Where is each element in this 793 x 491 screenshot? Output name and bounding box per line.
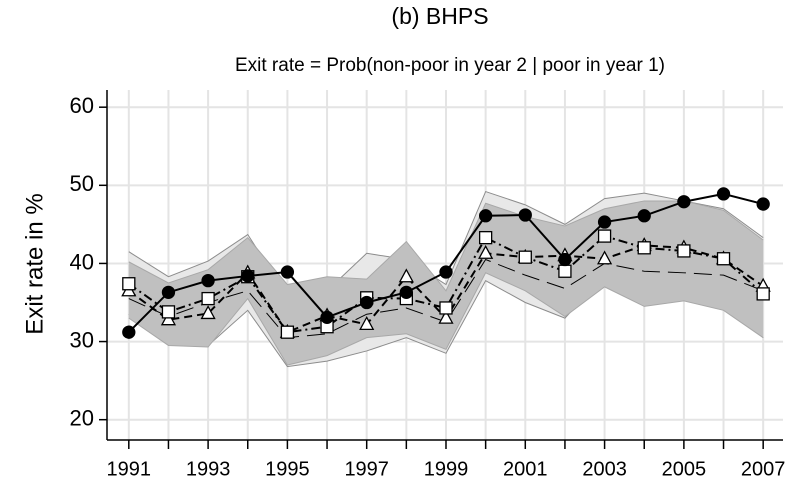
marker bbox=[201, 291, 215, 306]
marker bbox=[597, 215, 612, 229]
marker bbox=[478, 209, 493, 223]
chart-subtitle: Exit rate = Prob(non-poor in year 2 | po… bbox=[235, 55, 665, 76]
marker bbox=[439, 301, 453, 315]
x-tick-label: 2001 bbox=[503, 458, 548, 480]
marker bbox=[558, 252, 572, 267]
marker bbox=[677, 195, 691, 209]
marker bbox=[241, 269, 255, 283]
marker bbox=[637, 241, 651, 255]
series-line bbox=[128, 234, 764, 334]
x-tick-label: 2005 bbox=[662, 458, 707, 480]
marker bbox=[200, 305, 216, 320]
marker bbox=[161, 285, 176, 299]
marker bbox=[637, 209, 651, 223]
marker bbox=[398, 268, 414, 283]
x-tick-label: 2003 bbox=[582, 458, 627, 480]
x-tick-label: 1997 bbox=[344, 458, 389, 480]
y-tick-label: 20 bbox=[70, 406, 94, 431]
x-tick-label: 2007 bbox=[741, 458, 786, 480]
band-edge bbox=[128, 272, 764, 366]
marker bbox=[756, 197, 770, 211]
x-tick-label: 1999 bbox=[424, 458, 469, 480]
marker bbox=[438, 309, 454, 324]
x-tick-label: 1995 bbox=[265, 458, 310, 480]
x-tick-label: 1993 bbox=[186, 458, 231, 480]
y-axis-label: Exit rate in % bbox=[21, 193, 48, 334]
y-tick-label: 40 bbox=[70, 249, 94, 274]
marker bbox=[596, 250, 613, 265]
marker bbox=[280, 265, 295, 279]
band-edge bbox=[128, 200, 764, 292]
marker bbox=[597, 229, 612, 243]
marker bbox=[518, 208, 532, 222]
marker bbox=[320, 310, 334, 324]
marker bbox=[280, 325, 295, 339]
marker bbox=[122, 325, 136, 339]
marker bbox=[122, 277, 136, 291]
marker bbox=[360, 295, 374, 310]
y-tick-label: 60 bbox=[70, 93, 94, 118]
marker bbox=[161, 305, 176, 319]
y-tick-label: 50 bbox=[70, 171, 94, 196]
marker bbox=[160, 311, 177, 326]
marker bbox=[756, 287, 770, 301]
x-tick-label: 1991 bbox=[107, 458, 152, 480]
marker bbox=[478, 244, 494, 259]
marker bbox=[558, 264, 572, 278]
marker bbox=[716, 252, 731, 266]
y-tick-label: 30 bbox=[70, 327, 94, 352]
marker bbox=[399, 285, 413, 299]
marker bbox=[518, 250, 532, 264]
marker bbox=[677, 244, 691, 258]
marker bbox=[201, 273, 215, 288]
marker bbox=[478, 231, 493, 245]
marker bbox=[359, 316, 375, 331]
marker bbox=[439, 265, 453, 279]
chart-title: (b) BHPS bbox=[391, 3, 488, 29]
marker bbox=[716, 187, 731, 201]
band-edge bbox=[128, 190, 764, 297]
